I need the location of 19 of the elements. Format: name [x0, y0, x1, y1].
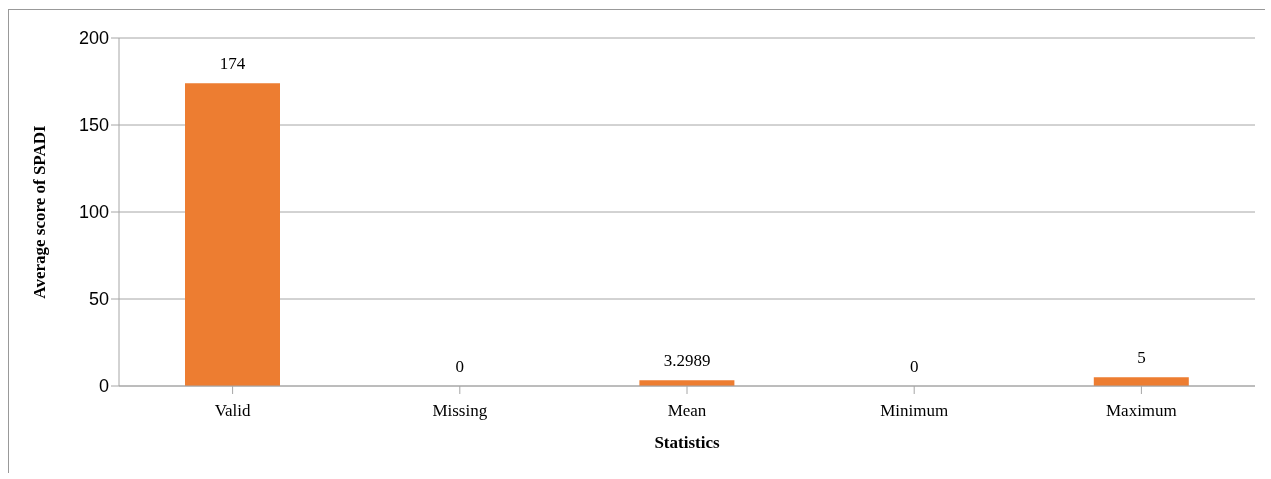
- y-tick-label: 50: [88, 289, 109, 310]
- bar: [185, 83, 280, 386]
- x-axis-title: Statistics: [654, 433, 720, 452]
- x-tick-label: Minimum: [880, 401, 949, 421]
- data-label: 3.2989: [663, 351, 711, 371]
- y-tick-label: 150: [78, 115, 109, 136]
- x-tick-label: Valid: [214, 401, 252, 421]
- bar: [1093, 377, 1189, 386]
- y-tick-label: 200: [78, 28, 109, 49]
- data-label: 0: [909, 357, 919, 376]
- y-tick-label: 0: [98, 376, 109, 397]
- y-tick-label: 100: [78, 202, 109, 223]
- data-label: 0: [455, 357, 465, 376]
- x-tick-label: Missing: [432, 401, 488, 421]
- y-axis-title: Average score of SPADI: [30, 124, 50, 299]
- data-label: 5: [1137, 348, 1146, 368]
- x-tick-label: Mean: [667, 401, 707, 421]
- x-tick-label: Maximum: [1105, 401, 1177, 421]
- data-label: 174: [219, 54, 246, 74]
